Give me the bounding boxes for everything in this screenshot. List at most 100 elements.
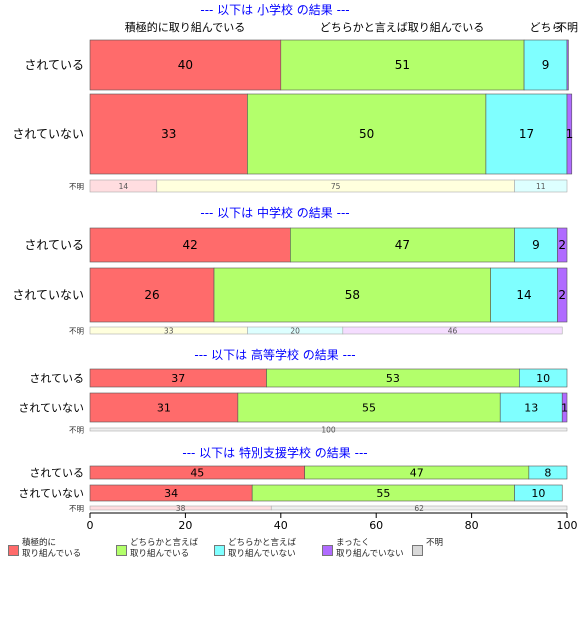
row-label: されていない xyxy=(18,402,84,415)
bar-segment-not_active xyxy=(566,39,569,91)
bar-value-label: 55 xyxy=(362,402,376,415)
bar-value-label: 34 xyxy=(164,487,178,500)
bar-value-label: 50 xyxy=(359,127,374,141)
bar-segment-somewhat_inactive xyxy=(485,93,568,175)
panel-title: --- 以下は 小学校 の結果 --- xyxy=(200,2,349,17)
unknown-segment-label: 11 xyxy=(536,182,546,191)
x-axis-tick-label: 20 xyxy=(178,519,192,532)
top-category-label: どちらかと言えば取り組んでいる xyxy=(320,21,484,34)
bar-segment-somewhat_active xyxy=(237,392,501,423)
legend-label-unknown: 不明 xyxy=(426,538,444,548)
row-label-unknown: 不明 xyxy=(69,182,84,191)
top-category-label: 積極的に取り組んでいる xyxy=(125,20,245,34)
unknown-segment-label: 46 xyxy=(448,327,458,336)
bar-segment-somewhat_inactive xyxy=(514,484,563,502)
bar-segment-not_active xyxy=(557,267,568,323)
bar-value-label: 14 xyxy=(516,288,531,302)
x-axis-tick-label: 80 xyxy=(465,519,479,532)
top-category-label: 不明 xyxy=(556,21,578,34)
row-label: されていない xyxy=(12,288,84,302)
legend-swatch-somewhat-active xyxy=(116,545,127,556)
row-label: されている xyxy=(24,58,84,72)
row-label: されていない xyxy=(18,487,84,500)
bar-segment-somewhat_active xyxy=(280,39,525,91)
row-label: されている xyxy=(29,372,84,385)
bar-value-label: 10 xyxy=(531,487,545,500)
bar-value-label: 58 xyxy=(345,288,360,302)
unknown-breakdown-segment xyxy=(270,505,568,511)
unknown-breakdown-segment xyxy=(514,179,568,193)
unknown-breakdown-segment xyxy=(342,326,563,335)
bar-value-label: 2 xyxy=(558,288,566,302)
unknown-segment-label: 38 xyxy=(176,504,186,513)
bar-segment-somewhat_active xyxy=(290,227,515,263)
legend-swatch-unknown xyxy=(412,545,423,556)
bar-segment-somewhat_active xyxy=(213,267,491,323)
bar-segment-somewhat_inactive xyxy=(490,267,558,323)
row-label: されていない xyxy=(12,127,84,141)
bar-value-label: 26 xyxy=(144,288,159,302)
bar-value-label: 9 xyxy=(532,238,540,252)
unknown-segment-label: 75 xyxy=(331,182,341,191)
chart-legend: 積極的に 取り組んでいる どちらかと言えば 取り組んでいる どちらかと言えば 取… xyxy=(8,538,578,574)
unknown-segment-label: 14 xyxy=(119,182,129,191)
bar-segment-somewhat_active xyxy=(247,93,487,175)
legend-label-somewhat-inactive: どちらかと言えば 取り組んでいない xyxy=(228,538,297,559)
row-label-unknown: 不明 xyxy=(69,426,84,435)
panel-title: --- 以下は 高等学校 の結果 --- xyxy=(194,347,355,362)
bar-value-label: 13 xyxy=(524,402,538,415)
bar-segment-active xyxy=(89,93,248,175)
row-label: されている xyxy=(29,467,84,480)
x-axis-tick-label: 0 xyxy=(87,519,94,532)
bar-segment-not_active xyxy=(557,227,568,263)
panel-title: --- 以下は 特別支援学校 の結果 --- xyxy=(182,445,367,460)
bar-value-label: 31 xyxy=(157,402,171,415)
bar-segment-somewhat_inactive xyxy=(518,368,568,388)
x-axis-tick-label: 100 xyxy=(557,519,578,532)
bar-value-label: 33 xyxy=(161,127,176,141)
legend-label-active: 積極的に 取り組んでいる xyxy=(22,538,82,559)
row-label: されている xyxy=(24,238,84,252)
bar-value-label: 1 xyxy=(566,127,574,141)
bar-value-label: 55 xyxy=(376,487,390,500)
bar-value-label: 1 xyxy=(561,402,568,415)
bar-segment-active xyxy=(89,227,291,263)
bar-segment-not_active xyxy=(566,93,573,175)
x-axis-tick-label: 40 xyxy=(274,519,288,532)
bar-value-label: 45 xyxy=(190,467,204,480)
bar-value-label: 37 xyxy=(171,372,185,385)
bar-value-label: 42 xyxy=(183,238,198,252)
unknown-segment-label: 100 xyxy=(321,426,336,435)
x-axis-tick-label: 60 xyxy=(369,519,383,532)
bar-segment-somewhat_inactive xyxy=(523,39,568,91)
bar-value-label: 47 xyxy=(395,238,410,252)
bar-value-label: 47 xyxy=(410,467,424,480)
bar-segment-active xyxy=(89,39,282,91)
bar-value-label: 9 xyxy=(542,58,550,72)
unknown-breakdown-segment xyxy=(89,427,568,432)
bar-value-label: 8 xyxy=(544,467,551,480)
bar-segment-somewhat_inactive xyxy=(514,227,558,263)
legend-swatch-not-active xyxy=(322,545,333,556)
legend-swatch-somewhat-inactive xyxy=(214,545,225,556)
bar-value-label: 2 xyxy=(558,238,566,252)
row-label-unknown: 不明 xyxy=(69,327,84,336)
bar-value-label: 53 xyxy=(386,372,400,385)
bar-segment-somewhat_inactive xyxy=(499,392,563,423)
unknown-segment-label: 33 xyxy=(164,327,174,336)
unknown-segment-label: 20 xyxy=(290,327,300,336)
top-category-label: どちら xyxy=(530,21,563,34)
panel-title: --- 以下は 中学校 の結果 --- xyxy=(200,205,349,220)
bar-segment-not_active xyxy=(561,392,568,423)
bar-segment-active xyxy=(89,392,239,423)
bar-value-label: 17 xyxy=(519,127,534,141)
row-label-unknown: 不明 xyxy=(69,504,84,513)
bar-value-label: 40 xyxy=(178,58,193,72)
bar-segment-somewhat_inactive xyxy=(528,465,568,480)
legend-swatch-active xyxy=(8,545,19,556)
legend-label-not-active: まったく 取り組んでいない xyxy=(336,538,404,559)
unknown-segment-label: 62 xyxy=(414,504,424,513)
bar-value-label: 10 xyxy=(536,372,550,385)
bar-value-label: 51 xyxy=(395,58,410,72)
